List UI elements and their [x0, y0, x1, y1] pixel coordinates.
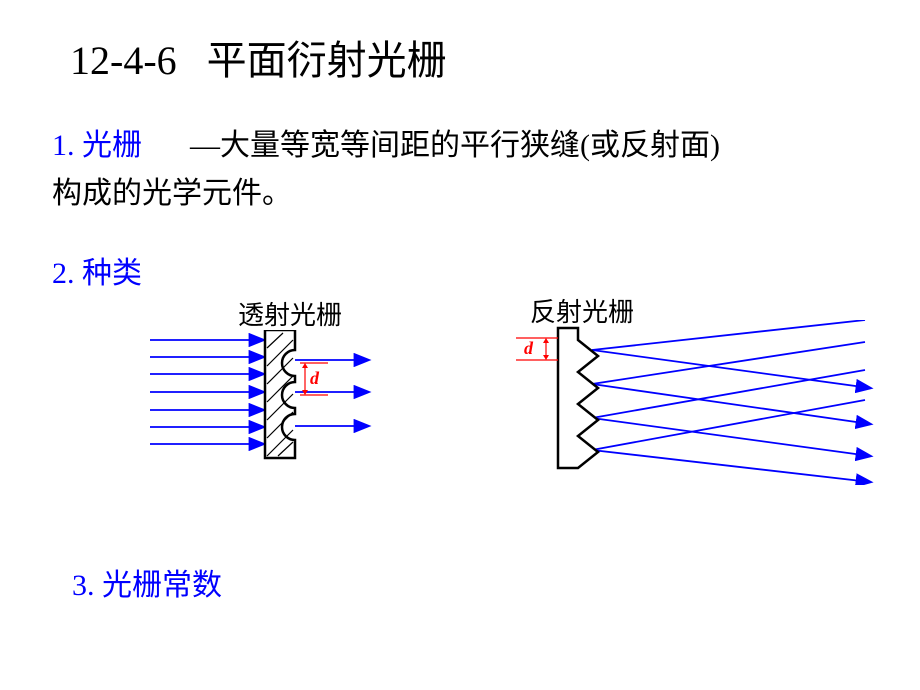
transmission-grating-diagram	[150, 330, 410, 470]
transmission-grating-body	[265, 330, 295, 458]
d-spacing-marker-reflection	[516, 338, 558, 360]
section3-label: 3. 光栅常数	[72, 560, 222, 604]
section1-body-line2: 构成的光学元件。	[52, 168, 292, 212]
title-text: 平面衍射光栅	[207, 38, 447, 83]
reflection-grating-diagram	[510, 320, 880, 485]
page-title: 12-4-6 平面衍射光栅	[70, 28, 447, 86]
section1-label: 1. 光栅	[52, 120, 142, 164]
title-number: 12-4-6	[70, 38, 177, 83]
reflection-d-label: d	[524, 338, 533, 359]
reflection-rays	[592, 320, 870, 482]
section1-dash: —	[190, 129, 220, 162]
transmission-grating-label: 透射光栅	[238, 295, 342, 332]
section2-label: 2. 种类	[52, 248, 142, 292]
transmission-d-label: d	[310, 368, 319, 389]
section1-body: 大量等宽等间距的平行狭缝(或反射面)	[220, 129, 720, 162]
section1-body-line1: —大量等宽等间距的平行狭缝(或反射面)	[190, 120, 720, 164]
reflection-grating-body	[558, 328, 598, 468]
